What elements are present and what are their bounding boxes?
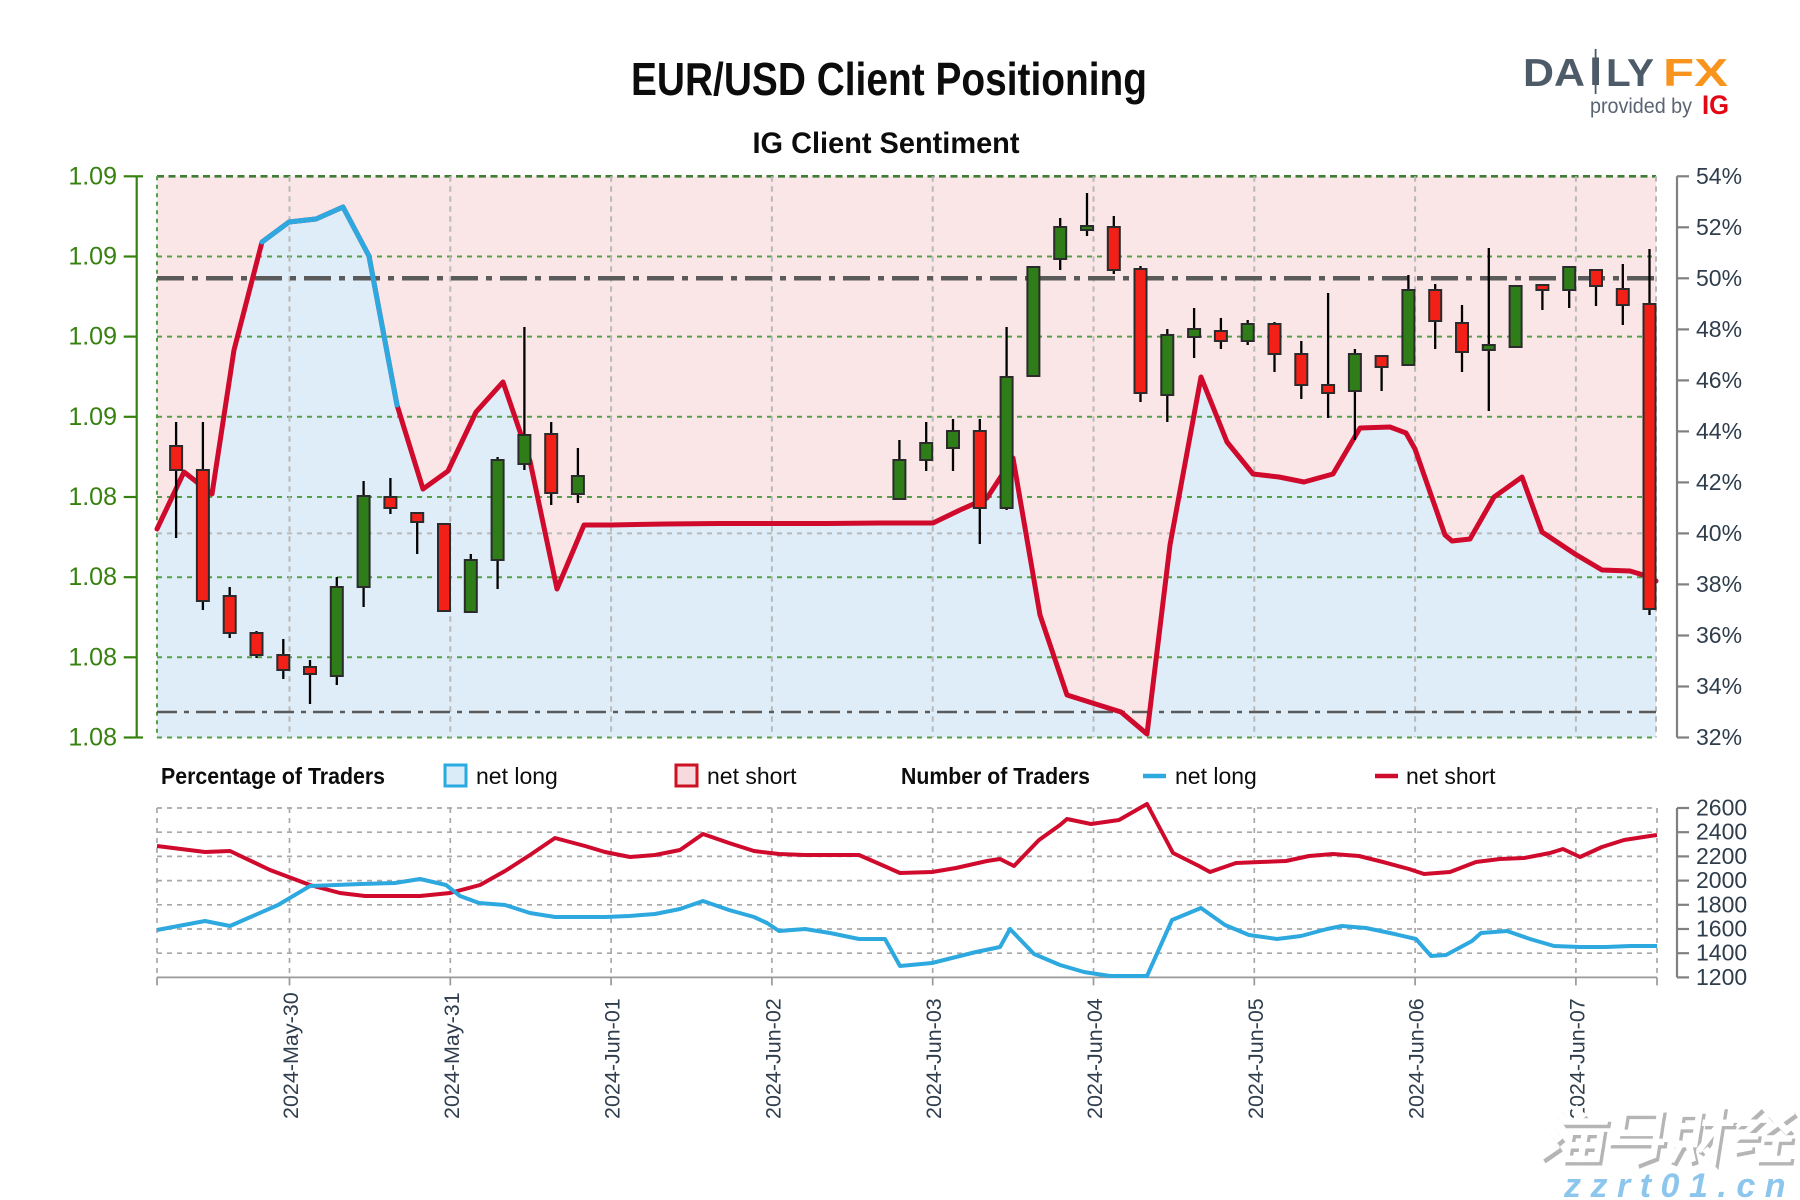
svg-text:Number of Traders: Number of Traders [901, 763, 1090, 789]
svg-text:36%: 36% [1696, 622, 1742, 648]
svg-text:net short: net short [707, 763, 797, 789]
svg-text:LY: LY [1606, 52, 1654, 95]
svg-text:2024-Jun-06: 2024-Jun-06 [1405, 998, 1429, 1119]
svg-text:1.09: 1.09 [68, 403, 117, 431]
svg-text:2400: 2400 [1696, 819, 1747, 845]
svg-text:2000: 2000 [1696, 867, 1747, 893]
svg-text:38%: 38% [1696, 571, 1742, 597]
svg-text:net long: net long [1175, 763, 1257, 789]
svg-text:2024-May-31: 2024-May-31 [440, 992, 464, 1119]
svg-text:DA: DA [1523, 52, 1585, 95]
svg-text:2600: 2600 [1696, 795, 1747, 821]
svg-text:1.08: 1.08 [68, 483, 117, 511]
svg-text:Percentage of Traders: Percentage of Traders [161, 763, 385, 789]
svg-text:42%: 42% [1696, 469, 1742, 495]
svg-text:2024-Jun-01: 2024-Jun-01 [601, 998, 625, 1119]
svg-text:FX: FX [1663, 52, 1728, 95]
svg-text:IG Client Sentiment: IG Client Sentiment [753, 127, 1020, 160]
svg-text:IG: IG [1702, 90, 1729, 120]
svg-text:net long: net long [476, 763, 558, 789]
svg-text:provided by: provided by [1590, 95, 1692, 118]
svg-text:1200: 1200 [1696, 964, 1747, 990]
svg-text:44%: 44% [1696, 418, 1742, 444]
svg-text:zzrt01.cn: zzrt01.cn [1563, 1167, 1795, 1200]
svg-text:52%: 52% [1696, 214, 1742, 240]
svg-text:EUR/USD Client Positioning: EUR/USD Client Positioning [631, 53, 1147, 105]
svg-text:2024-Jun-05: 2024-Jun-05 [1244, 998, 1268, 1119]
svg-text:2024-Jun-04: 2024-Jun-04 [1083, 998, 1107, 1119]
svg-text:1.08: 1.08 [68, 563, 117, 591]
svg-text:2024-Jun-02: 2024-Jun-02 [761, 998, 785, 1119]
svg-text:46%: 46% [1696, 367, 1742, 393]
svg-text:2024-Jun-03: 2024-Jun-03 [922, 998, 946, 1119]
svg-text:2024-May-30: 2024-May-30 [279, 992, 303, 1119]
svg-text:2200: 2200 [1696, 843, 1747, 869]
svg-text:48%: 48% [1696, 316, 1742, 342]
svg-text:net short: net short [1406, 763, 1496, 789]
svg-text:1.08: 1.08 [68, 724, 117, 752]
svg-text:40%: 40% [1696, 520, 1742, 546]
svg-text:32%: 32% [1696, 724, 1742, 750]
svg-text:1800: 1800 [1696, 891, 1747, 917]
svg-text:1.09: 1.09 [68, 243, 117, 271]
svg-text:2024-Jun-07: 2024-Jun-07 [1565, 998, 1589, 1119]
svg-text:50%: 50% [1696, 265, 1742, 291]
svg-text:1.09: 1.09 [68, 162, 117, 190]
svg-text:1.08: 1.08 [68, 643, 117, 671]
svg-text:54%: 54% [1696, 163, 1742, 189]
svg-text:1400: 1400 [1696, 940, 1747, 966]
svg-text:1.09: 1.09 [68, 323, 117, 351]
svg-text:34%: 34% [1696, 673, 1742, 699]
svg-text:1600: 1600 [1696, 916, 1747, 942]
